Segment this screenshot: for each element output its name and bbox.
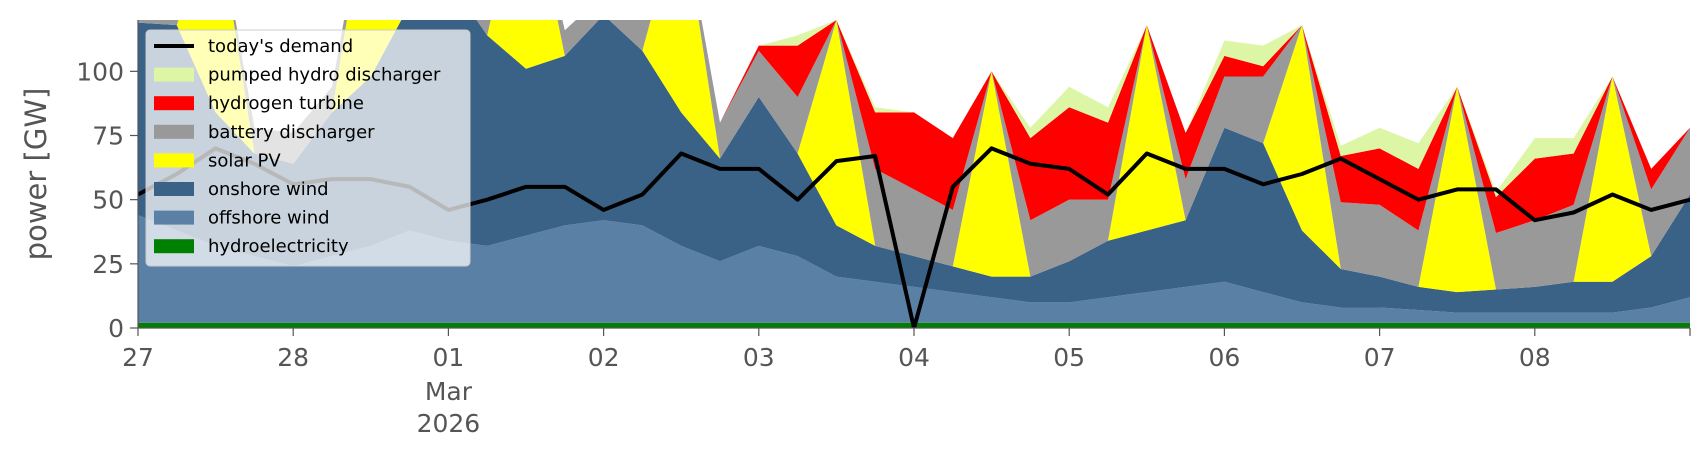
y-axis-label: power [GW]	[19, 88, 53, 261]
legend-swatch	[154, 96, 194, 111]
x-tick-label: 28	[277, 343, 309, 372]
legend-label: pumped hydro discharger	[208, 65, 441, 86]
x-tick-label: 27	[122, 343, 154, 372]
x-tick-label: 08	[1519, 343, 1551, 372]
y-tick-label: 50	[92, 186, 124, 215]
area-solar-pv	[138, 20, 1690, 293]
legend-label: solar PV	[208, 150, 281, 171]
area-onshore-wind	[138, 20, 1690, 313]
legend-label: offshore wind	[208, 208, 330, 229]
legend-swatch	[154, 239, 194, 254]
legend-label: hydrogen turbine	[208, 93, 364, 114]
x-tick-label: 01	[432, 343, 464, 372]
axes: 0 25 50 75 100 27 28 01 Mar 2026 02 03 04 05 06 07 08 pow…	[19, 20, 1691, 438]
x-tick-label: 02	[588, 343, 620, 372]
area-hydrogen-turbine	[235, 20, 1690, 234]
x-tick-sublabel: 2026	[417, 409, 481, 438]
y-tick-label: 25	[92, 250, 124, 279]
legend-label: hydroelectricity	[208, 236, 349, 257]
x-tick-label: 05	[1053, 343, 1085, 372]
x-tick-sublabel: Mar	[425, 377, 473, 406]
legend-label: today's demand	[208, 36, 353, 57]
x-tick-label: 06	[1208, 343, 1240, 372]
y-tick-label: 75	[92, 122, 124, 151]
x-tick-label: 07	[1364, 343, 1396, 372]
legend: today's demand pumped hydro discharger hyd…	[145, 29, 471, 267]
x-tick-label: 03	[743, 343, 775, 372]
x-tick-label: 04	[898, 343, 930, 372]
y-tick-label: 100	[76, 57, 124, 86]
area-offshore-wind	[138, 215, 1690, 323]
y-tick-label: 0	[108, 314, 124, 343]
legend-box	[145, 29, 471, 267]
legend-swatch	[154, 124, 194, 139]
legend-swatch	[154, 153, 194, 168]
area-battery-discharger	[138, 20, 1690, 290]
legend-label: onshore wind	[208, 179, 329, 200]
stacked-area-series	[138, 20, 1690, 328]
legend-swatch	[154, 210, 194, 225]
legend-swatch	[154, 67, 194, 82]
legend-swatch	[154, 182, 194, 196]
legend-label: battery discharger	[208, 122, 375, 143]
